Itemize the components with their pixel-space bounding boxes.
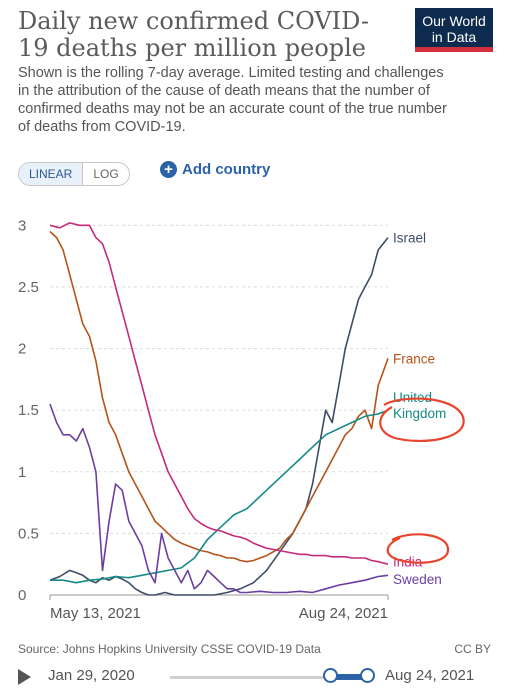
y-tick-label: 1.5 bbox=[18, 402, 39, 419]
series-label-united-kingdom[interactable]: United Kingdom bbox=[393, 390, 446, 421]
series-line-india[interactable] bbox=[49, 222, 389, 565]
timeline-start-label: Jan 29, 2020 bbox=[48, 667, 135, 684]
add-country-button[interactable]: + Add country bbox=[160, 161, 270, 178]
timeline-selected-range[interactable] bbox=[330, 674, 367, 680]
series-label-france[interactable]: France bbox=[393, 351, 435, 366]
annotation-circle-israel bbox=[379, 397, 465, 443]
source-note[interactable]: Source: Johns Hopkins University CSSE CO… bbox=[18, 642, 321, 656]
series-line-israel[interactable] bbox=[49, 237, 389, 596]
chart-title: Daily new confirmed COVID-19 deaths per … bbox=[18, 7, 369, 62]
add-country-label: Add country bbox=[182, 161, 271, 178]
timeline-start-handle[interactable] bbox=[323, 668, 338, 683]
log-scale-button[interactable]: LOG bbox=[93, 167, 119, 181]
y-tick-label: 0 bbox=[18, 587, 26, 604]
scale-toggle[interactable]: LINEAR LOG bbox=[18, 162, 130, 186]
timeline[interactable]: Jan 29, 2020 Aug 24, 2021 bbox=[18, 665, 498, 691]
y-tick-label: 2.5 bbox=[18, 279, 39, 296]
y-tick-label: 1 bbox=[18, 464, 26, 481]
x-tick-label: Aug 24, 2021 bbox=[299, 605, 388, 622]
y-tick-label: 0.5 bbox=[18, 525, 39, 542]
series-line-france[interactable] bbox=[49, 230, 389, 563]
logo-red-bar bbox=[415, 47, 493, 52]
timeline-end-label: Aug 24, 2021 bbox=[385, 667, 475, 684]
linear-scale-button[interactable]: LINEAR bbox=[19, 163, 84, 185]
logo-line-2: in Data bbox=[431, 29, 477, 45]
series-label-sweden[interactable]: Sweden bbox=[393, 572, 442, 587]
plus-icon: + bbox=[160, 161, 177, 178]
chart-subtitle: Shown is the rolling 7-day average. Limi… bbox=[18, 65, 447, 135]
x-tick-label: May 13, 2021 bbox=[50, 605, 141, 622]
annotation-circle-india bbox=[386, 533, 450, 564]
logo-line-1: Our World bbox=[422, 13, 486, 29]
series-line-united-kingdom[interactable] bbox=[50, 409, 389, 584]
owid-logo[interactable]: Our World in Data bbox=[415, 8, 493, 52]
timeline-track[interactable] bbox=[170, 676, 368, 679]
line-chart[interactable]: 0 0.5 1 1.5 2 2.5 3 May 13, 2021 Aug 24, 2021 Isr… bbox=[0, 195, 505, 635]
series-label-israel[interactable]: Israel bbox=[393, 231, 426, 246]
play-icon[interactable] bbox=[18, 669, 31, 685]
license-label[interactable]: CC BY bbox=[454, 642, 491, 656]
series-line-sweden[interactable] bbox=[49, 403, 389, 594]
y-tick-label: 2 bbox=[18, 341, 26, 358]
y-tick-label: 3 bbox=[18, 217, 26, 234]
timeline-end-handle[interactable] bbox=[360, 668, 375, 683]
